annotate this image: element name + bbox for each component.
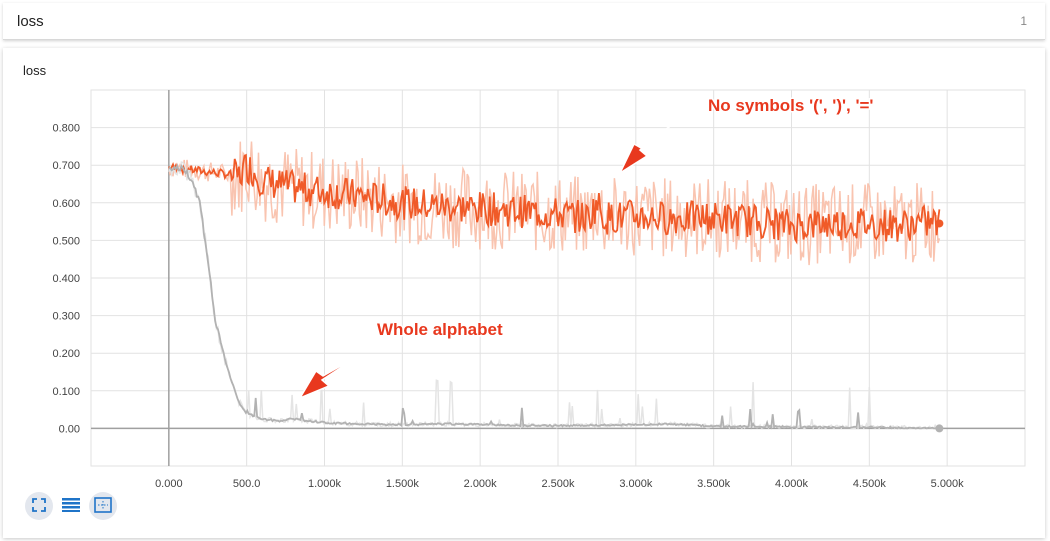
x-tick-label: 1.000k [308, 478, 342, 490]
section-count-badge: 1 [1020, 14, 1027, 28]
y-tick-label: 0.300 [52, 311, 80, 323]
x-tick-label: 3.000k [619, 478, 653, 490]
series-orange-line [167, 153, 941, 245]
x-tick-label: 2.500k [541, 478, 575, 490]
y-tick-label: 0.500 [52, 235, 80, 247]
series-orange-endpoint [935, 219, 944, 228]
x-tick-label: 2.000k [464, 478, 498, 490]
x-axis: 0.000 500.0 1.000k 1.500k 2.000k 2.500k 3.000k… [155, 478, 964, 490]
list-icon [62, 497, 80, 515]
chart-card: loss [3, 48, 1045, 538]
section-header[interactable]: loss 1 [3, 3, 1045, 40]
y-tick-label: 0.600 [52, 198, 80, 210]
series-layer [167, 141, 944, 433]
x-tick-label: 5.000k [931, 478, 965, 490]
chart-title: loss [23, 63, 47, 78]
annotation-arrow-top [618, 119, 679, 176]
expand-icon [32, 497, 46, 515]
toggle-log-scale-button[interactable] [57, 492, 85, 520]
series-gray-raw-line [168, 161, 940, 431]
series-gray-endpoint [935, 424, 944, 433]
fit-domain-icon [94, 496, 112, 516]
y-tick-label: 0.100 [52, 386, 80, 398]
annotation-whole-alphabet: Whole alphabet [377, 320, 503, 339]
y-axis: 0.00 0.100 0.200 0.300 0.400 0.500 0.600 0.700 0… [52, 123, 80, 436]
fullscreen-button[interactable] [25, 492, 53, 520]
y-tick-label: 0.800 [52, 123, 80, 135]
x-tick-label: 500.0 [233, 478, 261, 490]
fit-domain-button[interactable] [89, 492, 117, 520]
y-tick-label: 0.00 [59, 423, 80, 435]
series-orange-raw-line [168, 141, 941, 266]
y-tick-label: 0.400 [52, 273, 80, 285]
x-tick-label: 0.000 [155, 478, 183, 490]
series-gray-line [168, 163, 940, 430]
section-title: loss [17, 13, 44, 30]
y-tick-label: 0.700 [52, 160, 80, 172]
x-tick-label: 4.500k [853, 478, 887, 490]
chart-grid [90, 89, 1026, 467]
y-tick-label: 0.200 [52, 348, 80, 360]
annotation-arrow-bottom [298, 354, 361, 400]
annotation-no-symbols: No symbols '(', ')', '=' [708, 96, 873, 115]
x-tick-label: 3.500k [697, 478, 731, 490]
x-tick-label: 1.500k [386, 478, 420, 490]
x-tick-label: 4.000k [775, 478, 809, 490]
annotation-layer: No symbols '(', ')', '=' Whole alphabet [298, 95, 875, 400]
